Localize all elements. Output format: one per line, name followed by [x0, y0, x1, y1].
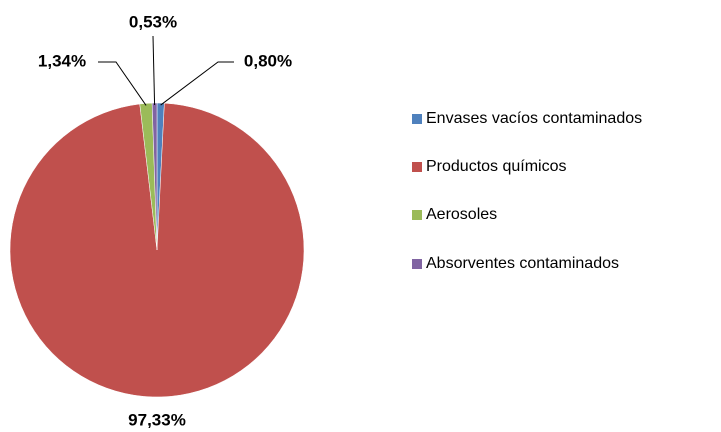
legend-label: Absorventes contaminados	[426, 255, 619, 272]
legend-swatch	[412, 162, 422, 172]
leader-line	[152, 35, 156, 106]
legend-label: Envases vacíos contaminados	[426, 110, 642, 127]
leader-line	[160, 61, 234, 106]
legend-swatch	[412, 210, 422, 220]
data-label: 97,33%	[128, 410, 186, 429]
data-label: 0,53%	[129, 12, 177, 31]
legend-swatch	[412, 259, 422, 269]
legend-swatch	[412, 114, 422, 124]
pie-slice	[9, 102, 305, 398]
legend-label: Productos químicos	[426, 158, 567, 175]
leader-line	[98, 61, 147, 106]
legend-label: Aerosoles	[426, 206, 497, 223]
data-label: 1,34%	[38, 51, 86, 70]
data-label: 0,80%	[244, 51, 292, 70]
